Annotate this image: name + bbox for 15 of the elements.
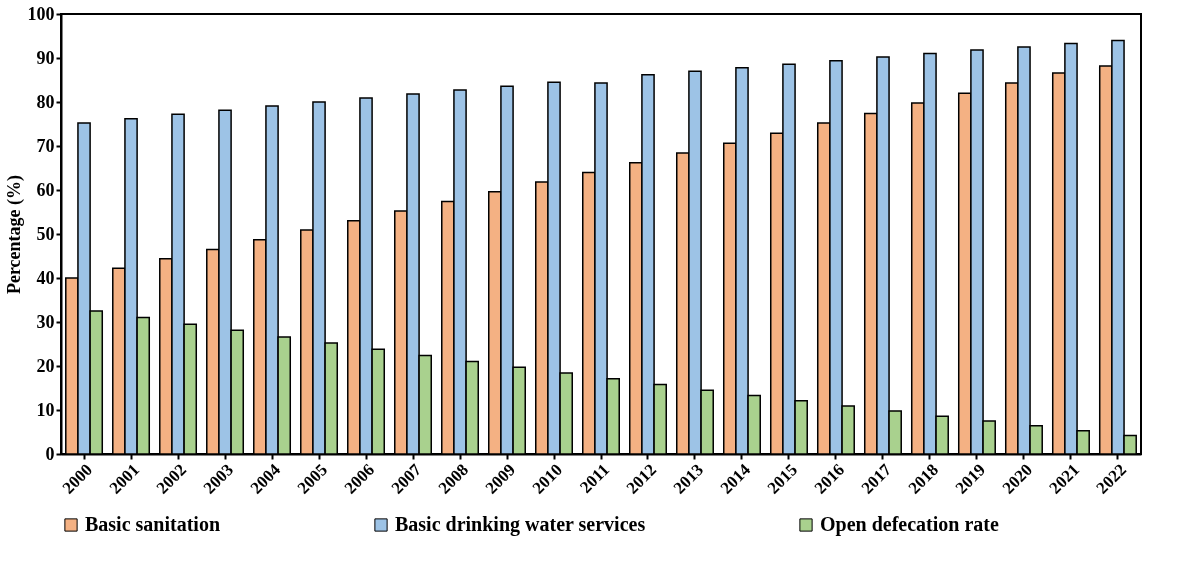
y-tick-label: 100 [27,3,55,24]
y-tick-label: 40 [36,267,55,288]
y-tick-label: 0 [45,443,55,464]
y-tick-label: 70 [36,135,55,156]
y-tick-label: 80 [36,91,55,112]
y-tick-label: 30 [36,311,55,332]
legend-label: Basic drinking water services [395,513,646,536]
legend-label: Open defecation rate [820,513,999,536]
y-tick-label: 10 [36,399,55,420]
y-tick-label: 90 [36,47,55,68]
legend-label: Basic sanitation [85,513,221,535]
y-tick-label: 50 [36,223,55,244]
y-tick-label: 20 [36,355,55,376]
y-axis-title: Percentage (%) [3,174,25,295]
y-tick-label: 60 [36,179,55,200]
